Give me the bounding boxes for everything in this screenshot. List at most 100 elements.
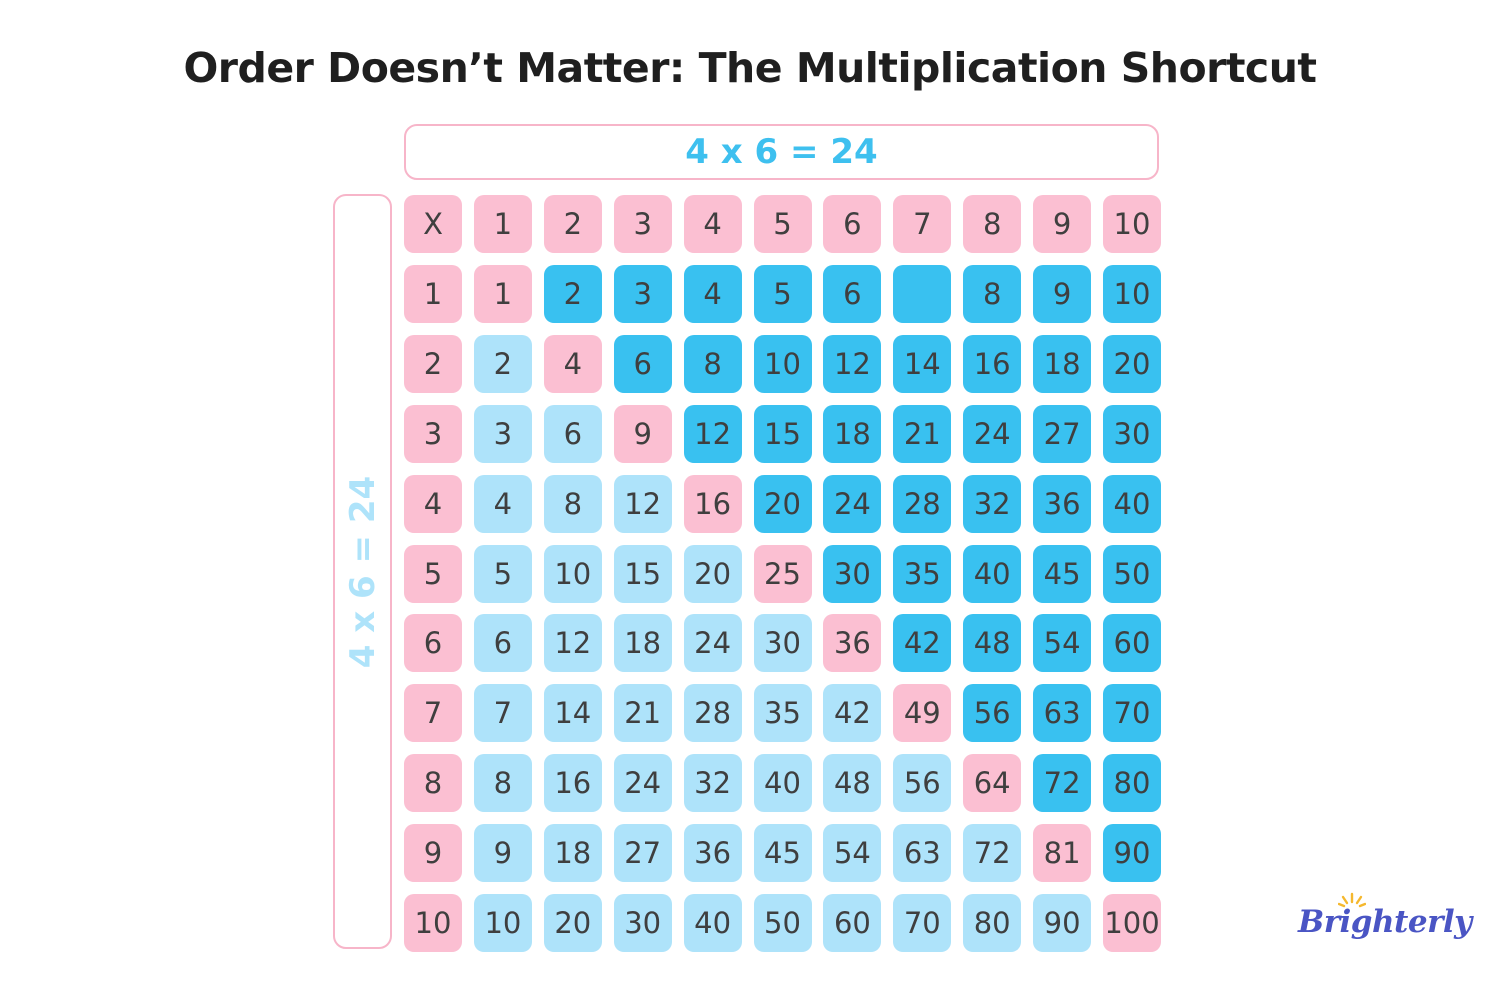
product-cell: 8 — [543, 474, 602, 533]
column-header-cell: 10 — [1103, 195, 1161, 253]
product-cell: 45 — [753, 824, 812, 883]
product-cell: 21 — [613, 684, 672, 743]
product-cell: 10 — [473, 894, 532, 952]
product-cell: 16 — [683, 474, 742, 533]
product-cell: 36 — [683, 824, 742, 883]
column-header-cell: 7 — [893, 195, 952, 253]
column-header-cell: 2 — [543, 195, 602, 253]
page-title: Order Doesn’t Matter: The Multiplication… — [183, 44, 1317, 92]
product-cell: 5 — [753, 264, 812, 323]
product-cell: 6 — [823, 264, 882, 323]
product-cell: 28 — [893, 474, 952, 533]
product-cell: 90 — [1103, 824, 1161, 883]
product-cell: 50 — [1103, 544, 1161, 603]
product-cell: 35 — [893, 544, 952, 603]
equation-side-banner: 4 x 6 = 24 — [333, 194, 392, 949]
product-cell: 63 — [893, 824, 952, 883]
product-cell: 54 — [1033, 614, 1092, 673]
product-cell: 36 — [823, 614, 882, 673]
product-cell: 45 — [1033, 544, 1092, 603]
row-header-cell: 7 — [404, 684, 462, 743]
product-cell: 81 — [1033, 824, 1092, 883]
product-cell: 56 — [893, 754, 952, 813]
row-header-cell: 1 — [404, 264, 462, 323]
product-cell: 10 — [1103, 264, 1161, 323]
column-header-cell: X — [404, 195, 462, 253]
product-cell: 3 — [473, 404, 532, 463]
product-cell: 12 — [613, 474, 672, 533]
product-cell: 20 — [753, 474, 812, 533]
product-cell: 42 — [823, 684, 882, 743]
product-cell: 27 — [1033, 404, 1092, 463]
product-cell: 4 — [473, 474, 532, 533]
equation-top-text: 4 x 6 = 24 — [685, 132, 878, 172]
product-cell: 20 — [1103, 334, 1161, 393]
product-cell: 9 — [473, 824, 532, 883]
product-cell: 18 — [613, 614, 672, 673]
logo-text: Brighterly — [1298, 904, 1472, 940]
product-cell: 40 — [753, 754, 812, 813]
product-cell: 70 — [893, 894, 952, 952]
product-cell: 16 — [543, 754, 602, 813]
product-cell: 2 — [543, 264, 602, 323]
product-cell: 48 — [823, 754, 882, 813]
product-cell: 32 — [963, 474, 1022, 533]
equation-side-text: 4 x 6 = 24 — [342, 475, 383, 668]
product-cell: 8 — [683, 334, 742, 393]
product-cell: 60 — [823, 894, 882, 952]
product-cell: 100 — [1103, 894, 1161, 952]
row-header-cell: 4 — [404, 474, 462, 533]
product-cell: 42 — [893, 614, 952, 673]
product-cell: 28 — [683, 684, 742, 743]
equation-top-banner: 4 x 6 = 24 — [404, 124, 1159, 180]
column-header-cell: 8 — [963, 195, 1022, 253]
row-header-cell: 3 — [404, 404, 462, 463]
column-header-cell: 9 — [1033, 195, 1092, 253]
product-cell: 14 — [893, 334, 952, 393]
product-cell: 12 — [683, 404, 742, 463]
product-cell: 20 — [683, 544, 742, 603]
product-cell: 5 — [473, 544, 532, 603]
product-cell: 4 — [543, 334, 602, 393]
product-cell: 9 — [613, 404, 672, 463]
product-cell: 72 — [963, 824, 1022, 883]
row-header-cell: 8 — [404, 754, 462, 813]
brighterly-logo: Brighterly — [1298, 892, 1472, 954]
row-header-cell: 10 — [404, 894, 462, 952]
column-header-cell: 6 — [823, 195, 882, 253]
multiplication-table: X 1 2 3 4 5 6 7 8 9 10 1 1 2 3 4 5 6 8 9 10 2 2 4 6 8 10 12 14 16 18 20… — [404, 195, 1164, 955]
product-cell: 80 — [1103, 754, 1161, 813]
product-cell: 10 — [753, 334, 812, 393]
product-cell: 24 — [823, 474, 882, 533]
product-cell: 48 — [963, 614, 1022, 673]
product-cell: 10 — [543, 544, 602, 603]
column-header-cell: 1 — [473, 195, 532, 253]
product-cell: 21 — [893, 404, 952, 463]
product-cell: 24 — [963, 404, 1022, 463]
sun-icon — [1338, 892, 1366, 908]
product-cell: 18 — [823, 404, 882, 463]
product-cell: 14 — [543, 684, 602, 743]
column-header-cell: 5 — [753, 195, 812, 253]
product-cell: 25 — [753, 544, 812, 603]
product-cell: 40 — [1103, 474, 1161, 533]
product-cell: 15 — [753, 404, 812, 463]
product-cell: 4 — [683, 264, 742, 323]
product-cell: 30 — [613, 894, 672, 952]
product-cell: 70 — [1103, 684, 1161, 743]
product-cell: 2 — [473, 334, 532, 393]
product-cell: 72 — [1033, 754, 1092, 813]
product-cell: 24 — [613, 754, 672, 813]
product-cell: 3 — [613, 264, 672, 323]
product-cell: 36 — [1033, 474, 1092, 533]
product-cell: 18 — [1033, 334, 1092, 393]
product-cell: 27 — [613, 824, 672, 883]
product-cell: 60 — [1103, 614, 1161, 673]
product-cell: 80 — [963, 894, 1022, 952]
product-cell: 24 — [683, 614, 742, 673]
product-cell: 15 — [613, 544, 672, 603]
product-cell: 90 — [1033, 894, 1092, 952]
product-cell: 50 — [753, 894, 812, 952]
product-cell — [893, 264, 952, 323]
product-cell: 40 — [683, 894, 742, 952]
